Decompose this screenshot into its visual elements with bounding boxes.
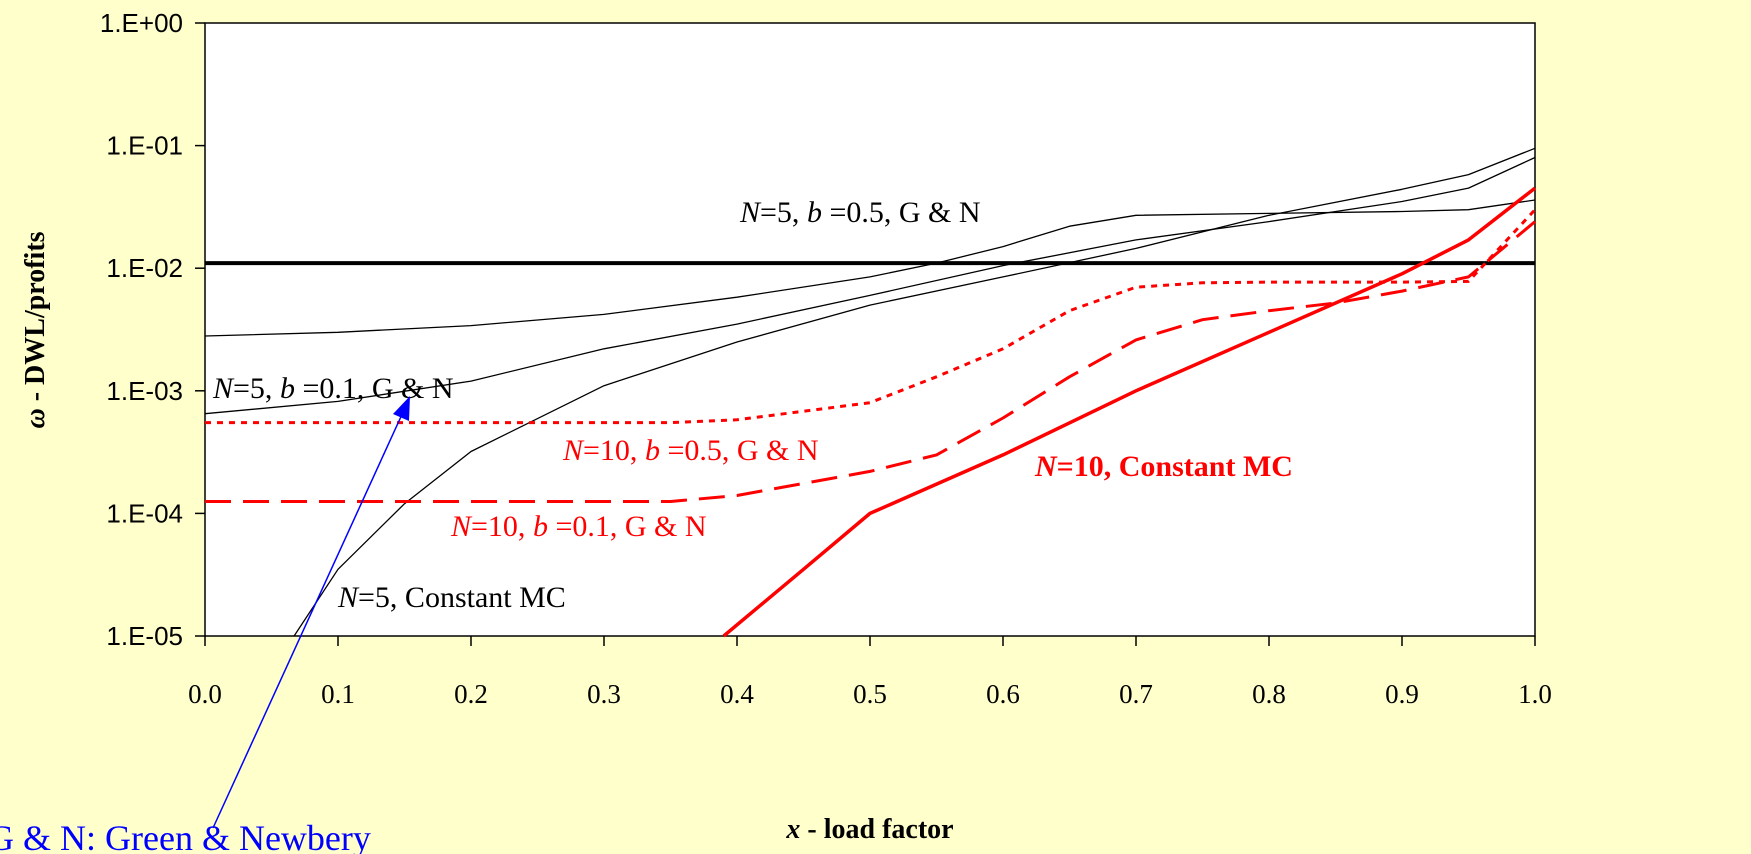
y-axis: 1.E+00 1.E-01 1.E-02 1.E-03 1.E-04 1.E-05 [100, 8, 205, 651]
annotation-a-n5b01: N=5, b =0.1, G & N [212, 372, 454, 405]
x-tick-label: 0.2 [454, 679, 488, 709]
x-axis: 0.0 0.1 0.2 0.3 0.4 0.5 0.6 0.7 0.8 0.9 1.0 [188, 636, 1552, 709]
annotation-a-n10b01: N=10, b =0.1, G & N [450, 510, 707, 543]
annotation-a-n10b05: N=10, b =0.5, G & N [562, 434, 819, 467]
x-tick-label: 0.6 [986, 679, 1020, 709]
x-tick-label: 0.1 [321, 679, 355, 709]
y-tick-label: 1.E+00 [100, 8, 183, 38]
series-line-n5-b05 [204, 199, 1536, 337]
footnote: G & N: Green & Newbery [0, 818, 371, 854]
x-tick-label: 0.4 [720, 679, 754, 709]
series-line-n10-const [722, 186, 1537, 638]
y-tick-label: 1.E-05 [106, 621, 183, 651]
y-axis-title: ω - DWL/profits [20, 231, 51, 428]
annotation-a-n5const: N=5, Constant MC [337, 581, 566, 614]
annotation-a-n10const: N=10, Constant MC [1034, 450, 1293, 483]
series-line-n10-b01 [205, 220, 1536, 503]
x-tick-label: 0.9 [1385, 679, 1419, 709]
x-tick-label: 1.0 [1518, 679, 1552, 709]
x-tick-label: 0.3 [587, 679, 621, 709]
plot-area [204, 22, 1536, 637]
footnote-arrow [212, 409, 405, 829]
x-axis-title: x - load factor [785, 814, 953, 845]
x-tick-label: 0.7 [1119, 679, 1153, 709]
y-tick-label: 1.E-02 [106, 253, 183, 283]
y-tick-label: 1.E-04 [106, 498, 183, 528]
y-tick-label: 1.E-03 [106, 376, 183, 406]
annotations: N=5, b =0.5, G & N N=5, b =0.1, G & N N=10… [212, 196, 1293, 614]
series-layer [204, 147, 1537, 638]
x-tick-label: 0.0 [188, 679, 222, 709]
annotation-a-n5b05: N=5, b =0.5, G & N [739, 196, 981, 229]
series-line-n5-b01 [204, 156, 1536, 415]
series-line-n10-b05 [205, 208, 1537, 425]
x-tick-label: 0.8 [1252, 679, 1286, 709]
footnote-arrowhead [393, 396, 410, 421]
x-tick-label: 0.5 [853, 679, 887, 709]
series-line-n5-const [293, 147, 1536, 637]
y-tick-label: 1.E-01 [106, 131, 183, 161]
